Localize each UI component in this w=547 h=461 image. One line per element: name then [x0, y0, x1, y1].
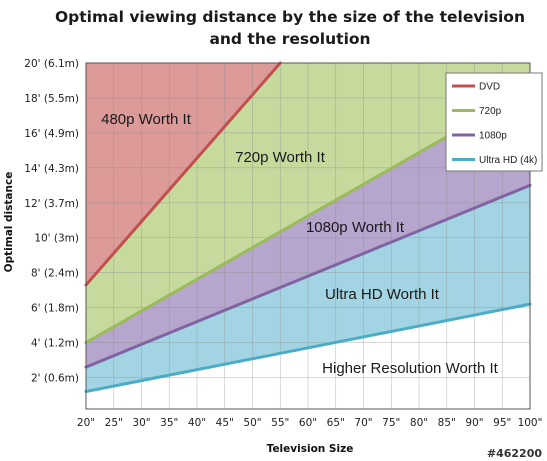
x-axis-title: Television Size	[267, 443, 354, 455]
x-tick-label: 100"	[518, 417, 543, 429]
x-tick-label: 35"	[160, 417, 178, 429]
legend: DVD 720p 1080p Ultra HD (4k)	[445, 72, 543, 172]
chart-title-line-1: Optimal viewing distance by the size of …	[55, 8, 525, 26]
x-tick-label: 40"	[188, 417, 206, 429]
x-tick-label: 45"	[216, 417, 234, 429]
y-tick-label: 20' (6.1m)	[24, 58, 79, 70]
y-tick-label: 4' (1.2m)	[31, 338, 79, 350]
y-axis-title: Optimal distance	[3, 172, 15, 273]
line-dvd	[84, 61, 282, 287]
line-ultra-hd	[84, 302, 532, 394]
y-tick-label: 12' (3.7m)	[24, 198, 79, 210]
legend-item-dvd-label: DVD	[479, 82, 500, 93]
x-tick-label: 25"	[105, 417, 123, 429]
watermark: #462200	[487, 447, 542, 460]
y-tick-labels: 2' (0.6m) 4' (1.2m) 6' (1.8m) 8' (2.4m) 10' …	[24, 58, 79, 385]
x-tick-label: 90"	[465, 417, 483, 429]
x-tick-labels: 20" 25" 30" 35" 40" 45" 50" 55" 60" 65" 70" 75" 80" 8…	[77, 417, 543, 429]
chart-title-line-2: and the resolution	[209, 30, 370, 48]
x-tick-label: 75"	[382, 417, 400, 429]
x-tick-label: 20"	[77, 417, 95, 429]
x-tick-label: 30"	[132, 417, 150, 429]
y-tick-label: 18' (5.5m)	[24, 93, 79, 105]
region-labels: 480p Worth It 720p Worth It 1080p Worth It…	[101, 111, 499, 377]
y-tick-label: 10' (3m)	[34, 233, 79, 245]
x-tick-label: 65"	[327, 417, 345, 429]
x-tick-label: 70"	[354, 417, 372, 429]
x-tick-label: 95"	[493, 417, 511, 429]
legend-item-ultra-hd-label: Ultra HD (4k)	[479, 155, 537, 166]
y-tick-label: 16' (4.9m)	[24, 128, 79, 140]
y-tick-label: 14' (4.3m)	[24, 163, 79, 175]
label-480p: 480p Worth It	[101, 111, 192, 128]
x-tick-label: 80"	[410, 417, 428, 429]
y-tick-label: 8' (2.4m)	[31, 268, 79, 280]
legend-box	[445, 72, 543, 172]
legend-item-720p-label: 720p	[479, 106, 502, 117]
x-tick-label: 55"	[271, 417, 289, 429]
x-tick-label: 60"	[299, 417, 317, 429]
y-tick-label: 2' (0.6m)	[31, 373, 79, 385]
label-higher-resolution: Higher Resolution Worth It	[322, 360, 498, 377]
plot-frame	[85, 62, 531, 410]
label-1080p: 1080p Worth It	[306, 219, 405, 236]
x-tick-label: 85"	[438, 417, 456, 429]
line-1080p	[84, 183, 532, 369]
label-720p: 720p Worth It	[235, 149, 326, 166]
x-tick-label: 50"	[243, 417, 261, 429]
label-ultra-hd: Ultra HD Worth It	[325, 286, 440, 303]
legend-item-1080p-label: 1080p	[479, 131, 507, 142]
y-tick-label: 6' (1.8m)	[31, 303, 79, 315]
